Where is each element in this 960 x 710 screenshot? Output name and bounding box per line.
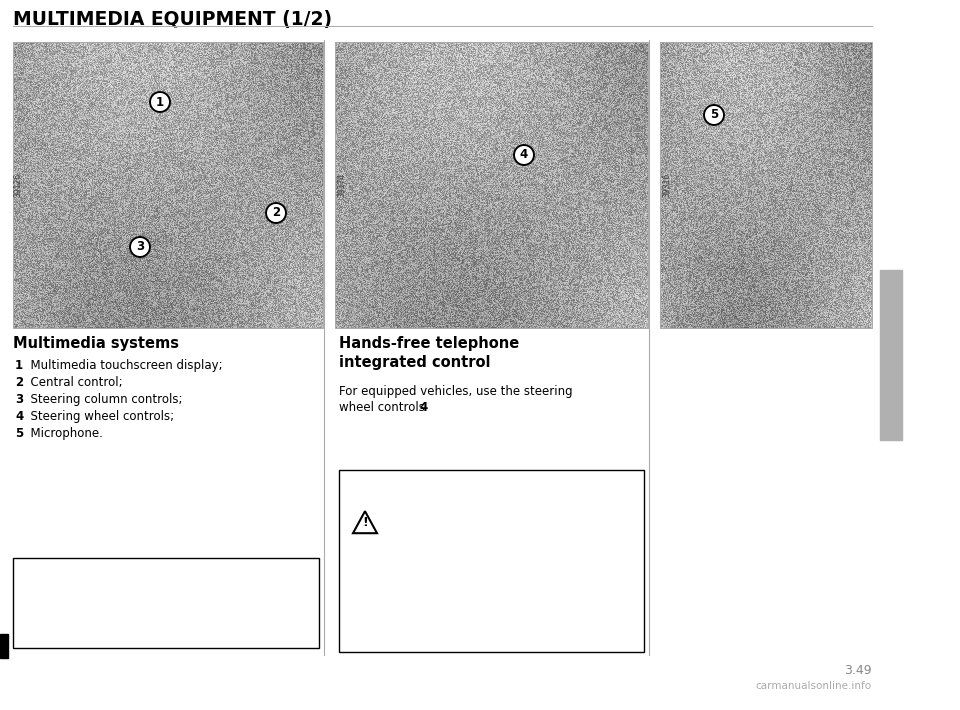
Text: Steering wheel controls;: Steering wheel controls; <box>23 410 174 423</box>
Circle shape <box>130 237 150 257</box>
Bar <box>880 270 902 440</box>
Bar <box>13 558 319 648</box>
Text: 4: 4 <box>15 410 23 423</box>
Bar <box>660 42 872 328</box>
Text: Using the telephone: Using the telephone <box>395 488 529 501</box>
Text: For equipped vehicles, use the steering: For equipped vehicles, use the steering <box>339 385 572 398</box>
Text: We remind you of the need: We remind you of the need <box>395 508 550 518</box>
Text: 1: 1 <box>156 96 164 109</box>
Polygon shape <box>353 511 377 533</box>
Bar <box>13 42 323 328</box>
Circle shape <box>704 105 724 125</box>
Text: Steering column controls;: Steering column controls; <box>23 393 182 406</box>
Text: Multimedia touchscreen display;: Multimedia touchscreen display; <box>23 359 223 372</box>
Bar <box>339 470 644 652</box>
Text: Refer to the equipment instructions: Refer to the equipment instructions <box>23 572 227 582</box>
Circle shape <box>150 92 170 112</box>
Circle shape <box>514 145 534 165</box>
Bar <box>0 634 8 658</box>
Text: to conform to the legislation: to conform to the legislation <box>395 523 557 533</box>
Text: 39316: 39316 <box>662 173 671 197</box>
Text: 1: 1 <box>15 359 23 372</box>
Circle shape <box>266 203 286 223</box>
Text: 4: 4 <box>520 148 528 161</box>
Text: 3.49: 3.49 <box>845 664 872 677</box>
Text: Multimedia systems: Multimedia systems <box>13 336 179 351</box>
Text: for information on how to operate: for information on how to operate <box>23 589 217 599</box>
Text: 3: 3 <box>15 393 23 406</box>
Text: !: ! <box>362 516 368 529</box>
Text: carmanualsonline.info: carmanualsonline.info <box>756 681 872 691</box>
Text: MULTIMEDIA EQUIPMENT (1/2): MULTIMEDIA EQUIPMENT (1/2) <box>13 10 332 29</box>
Text: wheel controls: wheel controls <box>339 401 428 414</box>
Text: 4: 4 <box>419 401 427 414</box>
Bar <box>335 42 648 328</box>
Text: in force concerning the use: in force concerning the use <box>395 538 551 548</box>
Text: 3: 3 <box>136 241 144 253</box>
Text: 39126: 39126 <box>13 173 22 197</box>
Text: Hands-free telephone: Hands-free telephone <box>339 336 519 351</box>
Text: 2: 2 <box>15 376 23 389</box>
Text: 2: 2 <box>272 207 280 219</box>
Text: Central control;: Central control; <box>23 376 123 389</box>
Text: of such equipment.: of such equipment. <box>351 554 462 564</box>
Text: 5: 5 <box>15 427 23 440</box>
Text: 5: 5 <box>709 109 718 121</box>
Text: integrated control: integrated control <box>339 355 491 370</box>
Text: 39174: 39174 <box>338 173 347 197</box>
Text: Microphone.: Microphone. <box>23 427 103 440</box>
Text: this equipment.: this equipment. <box>23 606 113 616</box>
